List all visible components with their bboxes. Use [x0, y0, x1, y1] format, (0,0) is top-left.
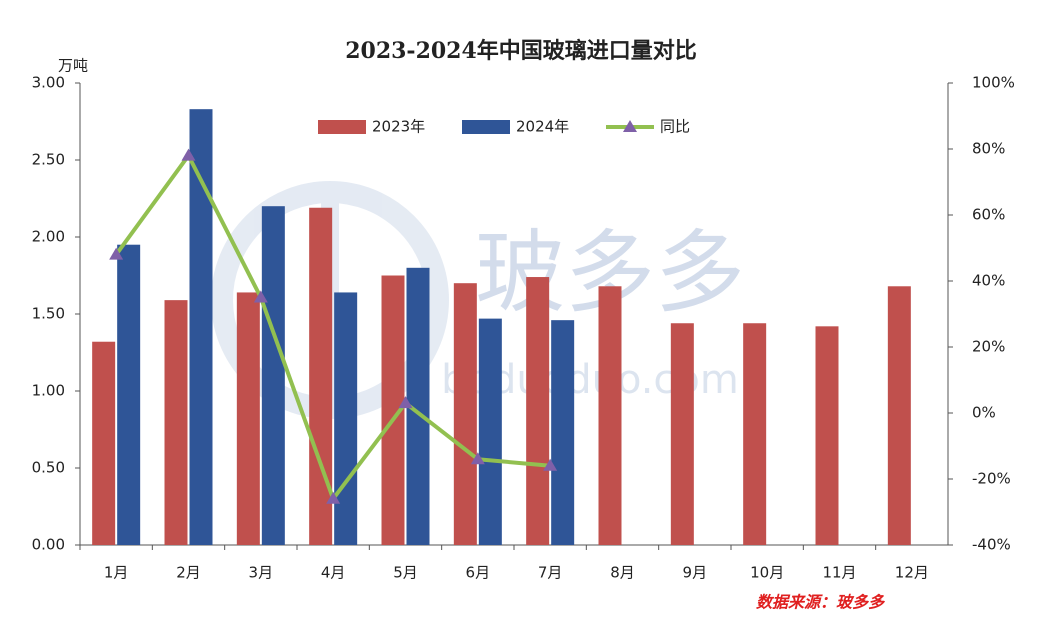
bar [815, 326, 839, 545]
x-tick-label: 6月 [466, 564, 491, 582]
y2-tick-label: -20% [972, 470, 1011, 488]
y-tick-label: 3.00 [32, 74, 65, 92]
y-tick-label: 2.00 [32, 228, 65, 246]
y-tick-label: 2.50 [32, 151, 65, 169]
y2-tick-label: 20% [972, 338, 1005, 356]
y-axis-unit: 万吨 [58, 57, 88, 75]
bar [670, 323, 694, 545]
legend-marker [623, 120, 637, 132]
bar [334, 292, 358, 545]
x-tick-label: 5月 [393, 564, 418, 582]
bar [526, 277, 550, 545]
bar [406, 267, 430, 545]
bar [261, 206, 285, 545]
y2-tick-label: 100% [972, 74, 1015, 92]
line-marker [470, 452, 485, 465]
bar [453, 283, 477, 545]
y2-tick-label: 40% [972, 272, 1005, 290]
bar [236, 292, 260, 545]
bar [743, 323, 767, 545]
x-tick-label: 3月 [249, 564, 274, 582]
y-tick-label: 0.00 [32, 536, 65, 554]
bar [117, 244, 141, 545]
x-tick-label: 9月 [683, 564, 708, 582]
bar [478, 318, 502, 545]
x-tick-label: 2月 [176, 564, 201, 582]
x-tick-label: 1月 [104, 564, 129, 582]
legend-label: 2023年 [372, 118, 425, 136]
x-tick-label: 10月 [750, 564, 784, 582]
y2-tick-label: 80% [972, 140, 1005, 158]
legend-label: 2024年 [516, 118, 569, 136]
bar [164, 300, 188, 545]
y2-tick-label: -40% [972, 536, 1011, 554]
line-marker [181, 148, 196, 161]
y2-tick-label: 60% [972, 206, 1005, 224]
line-marker [326, 491, 341, 504]
x-tick-label: 12月 [895, 564, 929, 582]
bar [598, 286, 622, 545]
bar [309, 207, 333, 546]
line-marker [398, 396, 413, 409]
x-tick-label: 11月 [822, 564, 856, 582]
x-tick-label: 7月 [538, 564, 563, 582]
legend-swatch [462, 120, 510, 134]
line-marker [543, 458, 558, 471]
y-tick-label: 1.00 [32, 382, 65, 400]
bar [887, 286, 911, 545]
x-tick-label: 8月 [610, 564, 635, 582]
source: 数据来源：玻多多 [756, 593, 886, 612]
bar [551, 320, 575, 545]
y2-tick-label: 0% [972, 404, 996, 422]
chart-title: 2023-2024年中国玻璃进口量对比 [345, 38, 697, 64]
y-tick-label: 1.50 [32, 305, 65, 323]
bar [381, 275, 405, 545]
bar [92, 341, 116, 545]
line-marker [109, 247, 124, 260]
line-marker [253, 290, 268, 303]
legend-label: 同比 [660, 118, 690, 136]
x-tick-label: 4月 [321, 564, 346, 582]
legend-swatch [318, 120, 366, 134]
bar [189, 109, 213, 546]
y-tick-label: 0.50 [32, 459, 65, 477]
